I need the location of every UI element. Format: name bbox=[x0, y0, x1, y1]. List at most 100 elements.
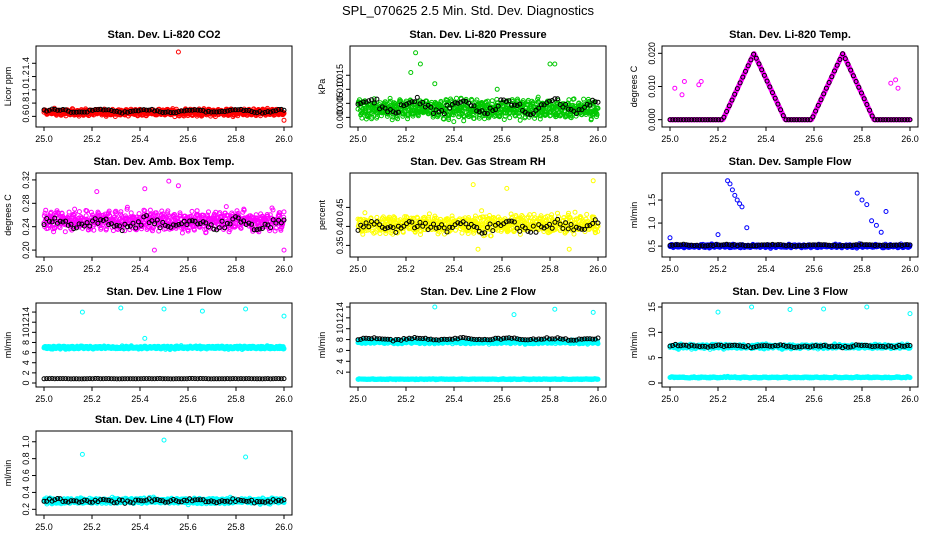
x-tick-label: 25.8 bbox=[853, 264, 871, 274]
outlier-point bbox=[476, 247, 480, 251]
data-points bbox=[42, 179, 286, 252]
data-point bbox=[550, 213, 554, 217]
x-tick-label: 25.6 bbox=[805, 134, 823, 144]
figure-title: SPL_070625 2.5 Min. Std. Dev. Diagnostic… bbox=[342, 3, 594, 18]
data-points bbox=[356, 179, 600, 251]
outlier-point bbox=[176, 184, 180, 188]
outlier-point bbox=[896, 86, 900, 90]
x-tick-label: 25.2 bbox=[709, 134, 727, 144]
data-points bbox=[668, 52, 912, 122]
panel-title: Stan. Dev. Amb. Box Temp. bbox=[94, 156, 235, 168]
outlier-point bbox=[471, 183, 475, 187]
outlier-point bbox=[167, 179, 171, 183]
x-tick-label: 25.8 bbox=[227, 264, 245, 274]
outlier-point bbox=[95, 190, 99, 194]
x-tick-label: 26.0 bbox=[275, 264, 293, 274]
x-tick-label: 25.0 bbox=[35, 134, 53, 144]
x-tick-label: 26.0 bbox=[275, 134, 293, 144]
y-axis-label: ml/min bbox=[629, 202, 639, 229]
outlier-point bbox=[152, 248, 156, 252]
y-tick-label: 0.8 bbox=[21, 97, 31, 110]
y-tick-label: 1.2 bbox=[21, 70, 31, 83]
outlier-point bbox=[699, 80, 703, 84]
x-tick-label: 25.6 bbox=[493, 264, 511, 274]
x-tick-label: 25.8 bbox=[541, 264, 559, 274]
y-axis-label: Licor ppm bbox=[3, 67, 13, 107]
x-tick-label: 25.0 bbox=[349, 134, 367, 144]
outlier-point bbox=[414, 51, 418, 55]
data-point bbox=[460, 231, 464, 235]
y-tick-label: 0.000 bbox=[647, 108, 657, 131]
data-point bbox=[573, 210, 577, 214]
data-point bbox=[462, 119, 466, 123]
y-axis-label: degrees C bbox=[629, 65, 639, 107]
y-tick-label: 0.40 bbox=[335, 218, 345, 236]
outlier-point bbox=[548, 62, 552, 66]
outlier-point bbox=[673, 86, 677, 90]
y-tick-label: 0.35 bbox=[335, 237, 345, 255]
x-tick-label: 25.4 bbox=[131, 134, 149, 144]
outlier-point bbox=[282, 248, 286, 252]
y-tick-label: 0.24 bbox=[21, 218, 31, 236]
x-tick-label: 26.0 bbox=[589, 264, 607, 274]
outlier-point bbox=[495, 87, 499, 91]
data-point bbox=[190, 209, 194, 213]
x-tick-label: 25.0 bbox=[349, 264, 367, 274]
x-tick-label: 25.6 bbox=[805, 264, 823, 274]
panel-title: Stan. Dev. Li-820 Temp. bbox=[729, 29, 851, 41]
data-points bbox=[42, 50, 286, 122]
outlier-point bbox=[143, 187, 147, 191]
y-tick-label: 0.010 bbox=[647, 75, 657, 98]
y-axis-label: degrees C bbox=[3, 194, 13, 236]
x-tick-label: 25.4 bbox=[757, 264, 775, 274]
data-point bbox=[480, 209, 484, 213]
data-point bbox=[518, 118, 522, 122]
y-tick-label: 1.4 bbox=[21, 57, 31, 70]
x-tick-label: 25.4 bbox=[757, 134, 775, 144]
x-tick-label: 25.0 bbox=[35, 264, 53, 274]
x-tick-label: 25.4 bbox=[445, 134, 463, 144]
outlier-point bbox=[591, 179, 595, 183]
outlier-point bbox=[889, 81, 893, 85]
x-tick-label: 25.2 bbox=[397, 134, 415, 144]
data-point bbox=[508, 116, 512, 120]
y-tick-label: 0.015 bbox=[335, 64, 345, 87]
data-points bbox=[668, 179, 912, 251]
x-tick-label: 25.4 bbox=[445, 264, 463, 274]
data-point bbox=[129, 211, 133, 215]
x-tick-label: 25.8 bbox=[541, 134, 559, 144]
data-point bbox=[63, 230, 67, 234]
chart-panel-4: Stan. Dev. Amb. Box Temp. degrees C 25.0 25… bbox=[3, 156, 293, 274]
data-point bbox=[473, 214, 477, 218]
y-tick-label: 0.28 bbox=[21, 195, 31, 213]
y-tick-label: 0.45 bbox=[335, 199, 345, 217]
panel-title: Stan. Dev. Sample Flow bbox=[729, 156, 852, 168]
outlier-point bbox=[505, 186, 509, 190]
x-tick-label: 25.2 bbox=[83, 134, 101, 144]
data-points bbox=[356, 51, 600, 124]
panel-title: Stan. Dev. Gas Stream RH bbox=[410, 156, 546, 168]
y-tick-label: 0.20 bbox=[21, 241, 31, 259]
x-tick-label: 25.2 bbox=[709, 264, 727, 274]
outlier-point bbox=[553, 62, 557, 66]
data-point bbox=[180, 231, 184, 235]
x-tick-label: 25.6 bbox=[179, 264, 197, 274]
data-point bbox=[534, 230, 538, 234]
y-tick-label: 1.0 bbox=[647, 217, 657, 230]
outlier-point bbox=[433, 82, 437, 86]
panel-title: Stan. Dev. Li-820 CO2 bbox=[108, 29, 221, 41]
data-point bbox=[455, 96, 459, 100]
panel-title: Stan. Dev. Li-820 Pressure bbox=[409, 29, 546, 41]
x-tick-label: 25.6 bbox=[493, 134, 511, 144]
data-point bbox=[77, 210, 81, 214]
x-tick-label: 25.4 bbox=[131, 264, 149, 274]
y-tick-label: 0.32 bbox=[21, 171, 31, 189]
y-tick-label: 1.0 bbox=[21, 84, 31, 97]
y-tick-label: 1.5 bbox=[647, 194, 657, 207]
data-point bbox=[224, 205, 228, 209]
data-point bbox=[415, 95, 419, 99]
x-tick-label: 25.2 bbox=[397, 264, 415, 274]
